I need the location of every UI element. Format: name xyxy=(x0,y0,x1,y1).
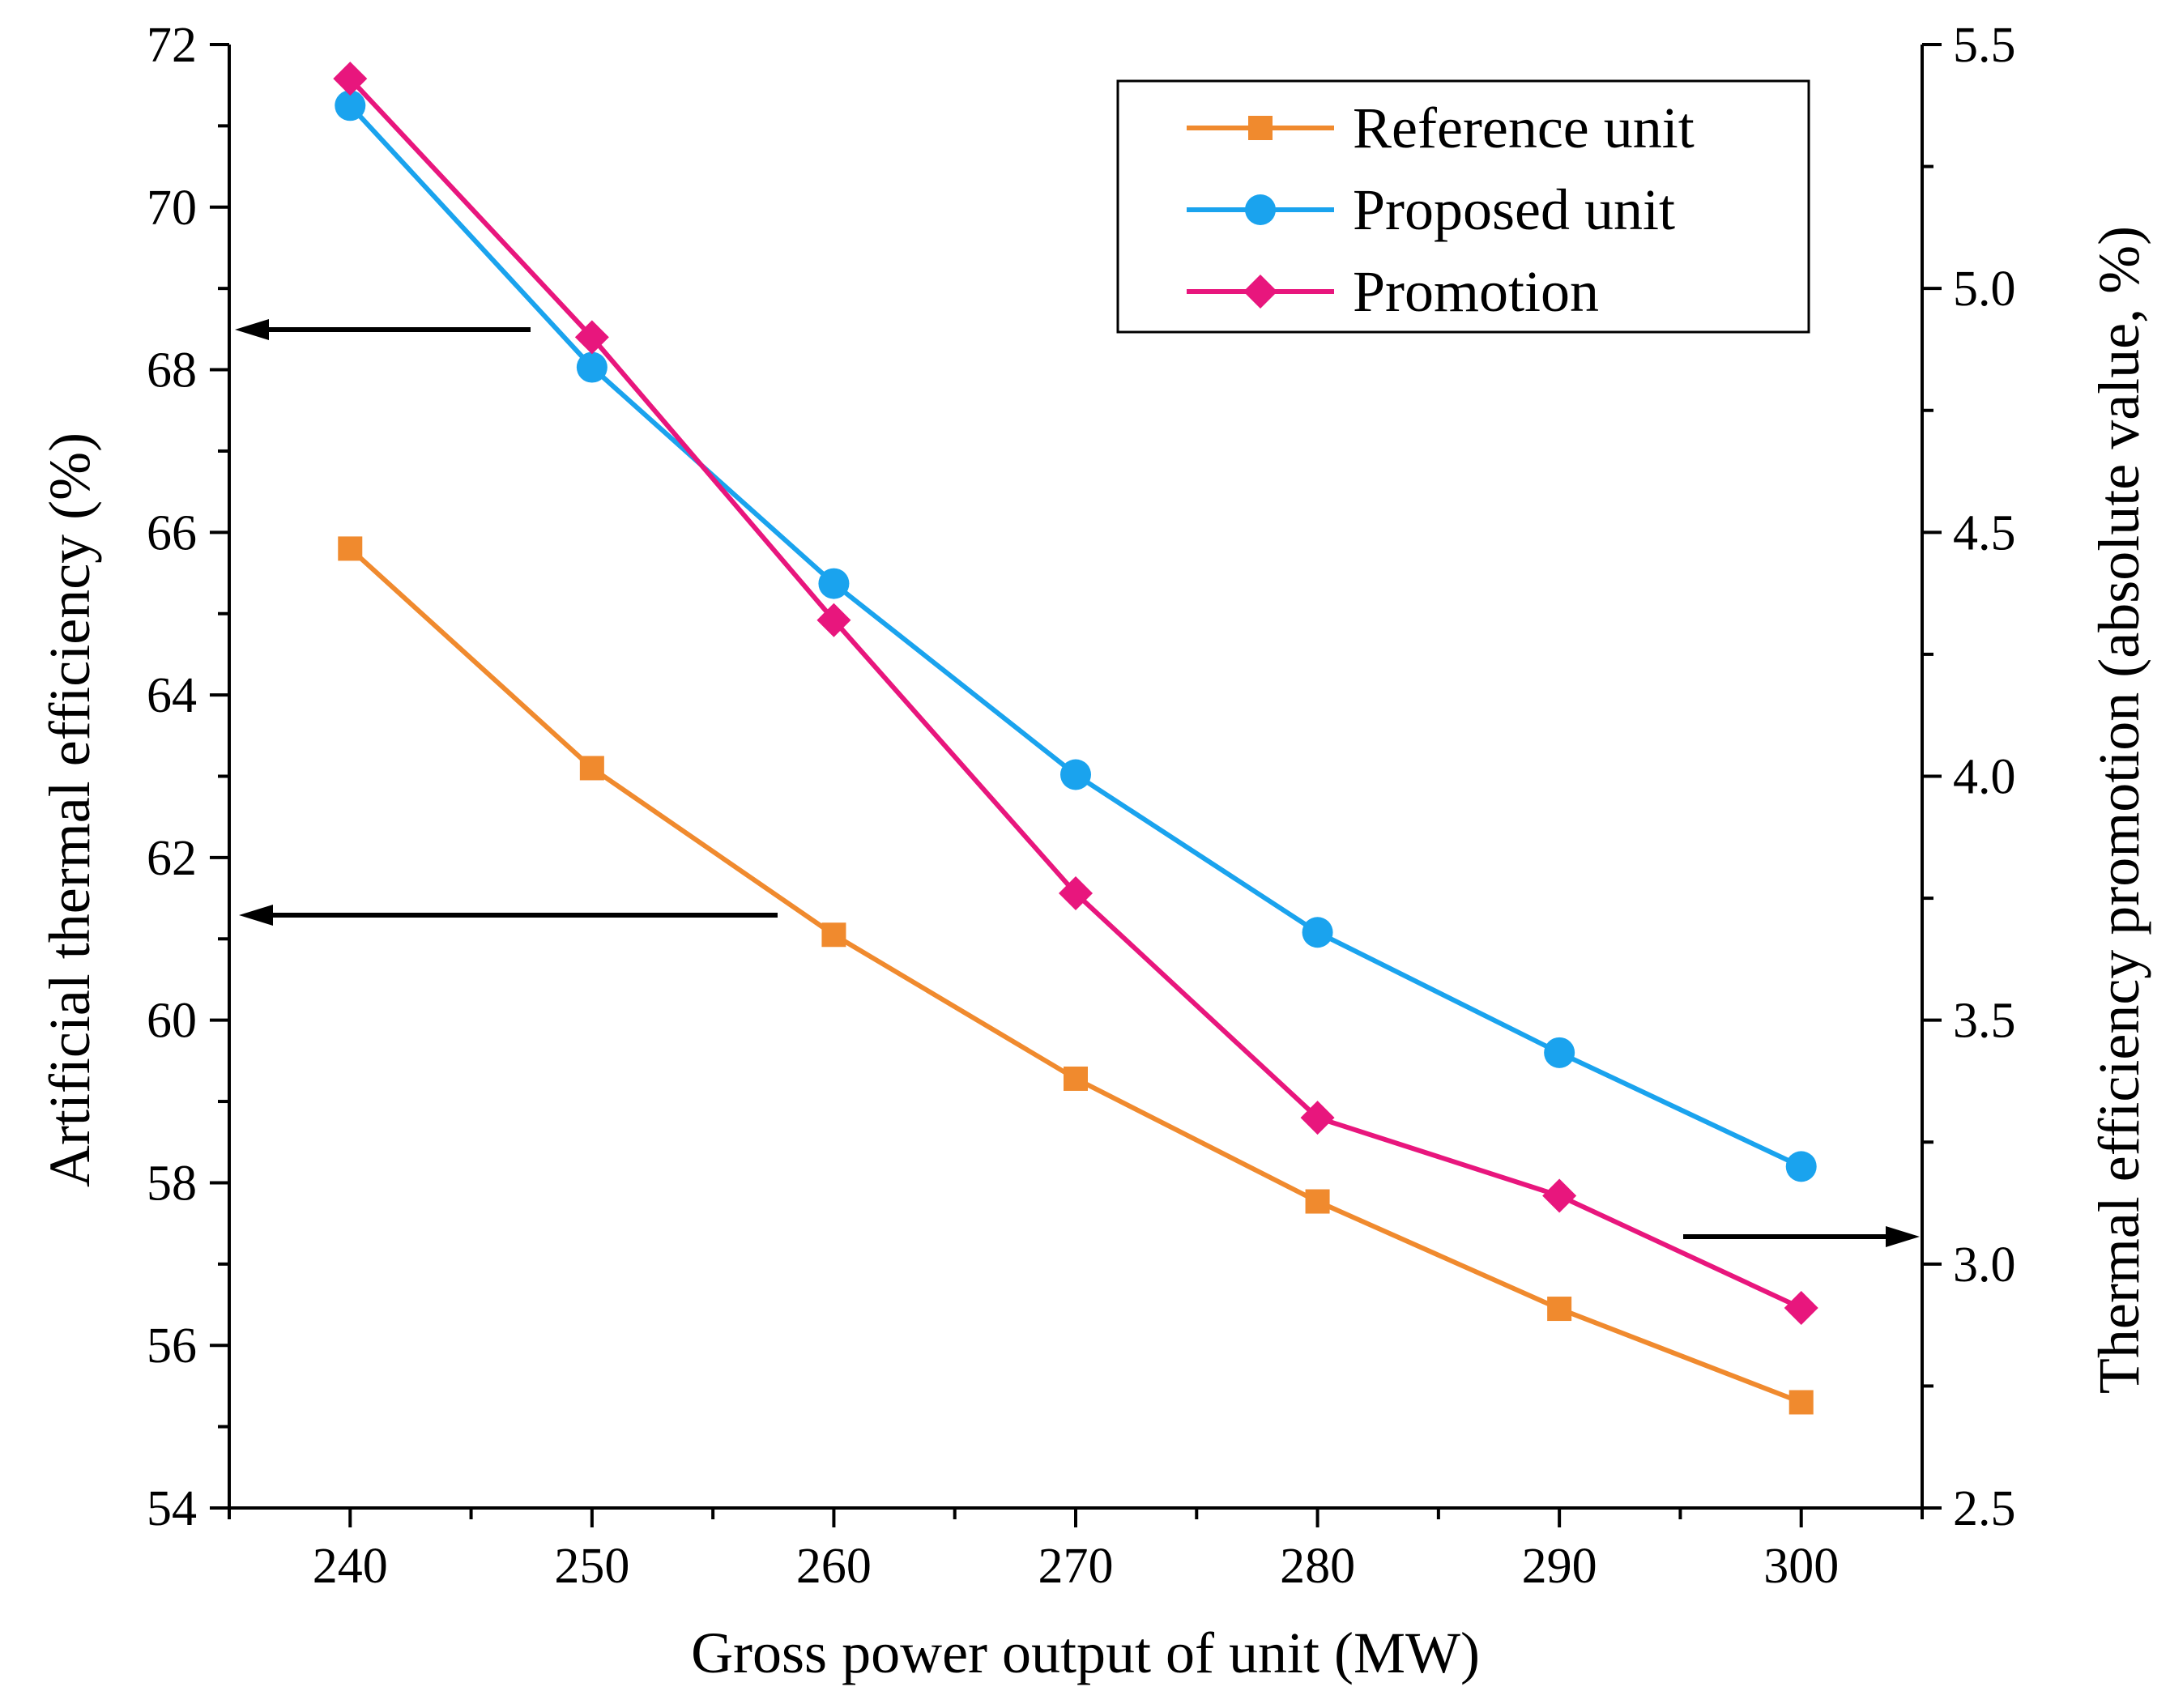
y-right-tick-label: 4.5 xyxy=(1953,505,2016,560)
arrow-left-upper-head xyxy=(235,319,269,340)
series-proposed-unit xyxy=(335,90,1817,1182)
data-point xyxy=(821,922,846,948)
data-point xyxy=(576,351,608,383)
x-tick-label: 280 xyxy=(1280,1539,1355,1594)
legend: Reference unit Proposed unit Promotion xyxy=(1116,79,1810,334)
data-point xyxy=(1785,1151,1817,1182)
y-right-tick-label: 2.5 xyxy=(1953,1481,2016,1536)
data-point xyxy=(1059,876,1093,911)
arrow-left-lower-head xyxy=(239,905,273,926)
data-point xyxy=(1064,1066,1088,1091)
series-reference-unit xyxy=(338,536,1814,1415)
y-left-axis-ticks: 54 56 58 60 62 64 66 68 70 72 xyxy=(147,18,229,1536)
y-left-tick-label: 66 xyxy=(147,505,197,560)
y-left-tick-label: 68 xyxy=(147,343,197,398)
x-axis-title: Gross power output of unit (MW) xyxy=(691,1621,1480,1685)
y-right-tick-label: 5.0 xyxy=(1953,262,2016,317)
y-right-tick-label: 3.0 xyxy=(1953,1237,2016,1293)
data-point xyxy=(338,536,363,561)
x-tick-label: 250 xyxy=(554,1539,629,1594)
data-point xyxy=(1542,1178,1577,1213)
y-left-axis-title: Artificial thermal efficiency (%) xyxy=(37,432,102,1187)
data-point xyxy=(574,320,609,355)
legend-item: Promotion xyxy=(1187,259,1599,324)
legend-label: Promotion xyxy=(1353,259,1599,324)
series-line xyxy=(348,547,1802,1405)
y-left-tick-label: 54 xyxy=(147,1481,197,1536)
legend-marker xyxy=(1243,275,1277,309)
y-left-tick-label: 60 xyxy=(147,994,197,1049)
legend-label: Reference unit xyxy=(1353,96,1695,160)
y-right-axis-ticks: 2.5 3.0 3.5 4.0 4.5 5.0 5.5 xyxy=(1922,18,2016,1536)
y-left-tick-label: 58 xyxy=(147,1156,197,1211)
annotation-layer xyxy=(235,319,1920,1247)
legend-item: Proposed unit xyxy=(1187,177,1675,242)
y-left-tick-label: 72 xyxy=(147,18,197,73)
x-tick-label: 300 xyxy=(1763,1539,1839,1594)
y-right-tick-label: 3.5 xyxy=(1953,994,2016,1049)
legend-marker xyxy=(1248,116,1273,140)
series-layer xyxy=(333,62,1818,1415)
legend-item: Reference unit xyxy=(1187,96,1695,160)
x-tick-label: 260 xyxy=(796,1539,872,1594)
data-point xyxy=(1302,917,1333,948)
data-point xyxy=(818,568,850,599)
y-right-tick-label: 4.0 xyxy=(1953,750,2016,805)
x-axis-ticks: 240 250 260 270 280 290 300 xyxy=(228,1508,1924,1594)
data-point xyxy=(1544,1037,1575,1068)
data-point xyxy=(1305,1189,1330,1214)
y-left-tick-label: 70 xyxy=(147,181,197,236)
y-right-tick-label: 5.5 xyxy=(1953,18,2016,73)
data-point xyxy=(1547,1297,1572,1322)
data-point xyxy=(1060,759,1091,790)
data-point xyxy=(579,756,604,781)
legend-marker xyxy=(1245,194,1276,225)
y-left-tick-label: 62 xyxy=(147,831,197,886)
data-point xyxy=(1300,1101,1335,1135)
y-right-axis-title: Thermal efficiency promotion (absolute v… xyxy=(2087,226,2151,1394)
x-tick-label: 290 xyxy=(1522,1539,1597,1594)
data-point xyxy=(335,90,366,121)
legend-label: Proposed unit xyxy=(1353,177,1675,242)
x-tick-label: 270 xyxy=(1038,1539,1114,1594)
arrow-right-head xyxy=(1886,1226,1920,1247)
data-point xyxy=(1784,1291,1818,1326)
y-left-tick-label: 56 xyxy=(147,1318,197,1374)
x-tick-label: 240 xyxy=(313,1539,388,1594)
data-point xyxy=(816,603,851,637)
data-point xyxy=(1788,1390,1814,1415)
data-point xyxy=(333,62,368,96)
y-left-tick-label: 64 xyxy=(147,668,197,723)
series-promotion xyxy=(333,62,1818,1326)
